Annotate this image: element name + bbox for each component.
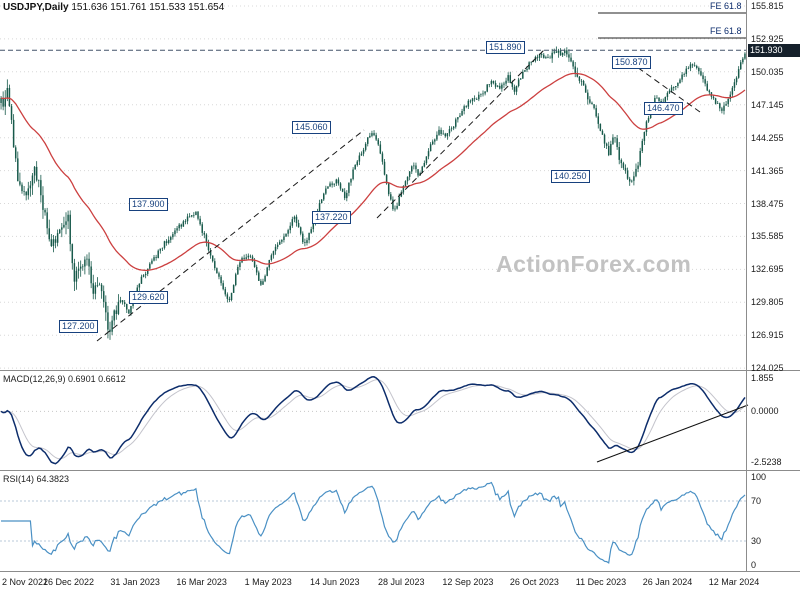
date-label: 28 Jul 2023 [378,577,425,587]
date-label: 31 Jan 2023 [110,577,160,587]
swing-price-label: 127.200 [59,320,98,333]
chart-header: USDJPY,Daily 151.636 151.761 151.533 151… [3,2,224,13]
rsi-axis-tick: 0 [751,560,757,570]
date-label: 16 Mar 2023 [176,577,227,587]
date-label: 26 Oct 2023 [509,577,559,587]
price-axis-tick: 150.035 [751,66,784,77]
macd-axis-tick: 0.0000 [751,406,779,417]
date-label: 1 May 2023 [244,577,292,587]
price-axis-tick: 132.695 [751,264,784,275]
price-axis-tick: 144.255 [751,132,784,143]
rsi-value: 64.3823 [36,474,70,484]
rsi-header: RSI(14) 64.3823 [3,474,69,484]
ohlc-values: 151.636 151.761 151.533 151.654 [71,2,225,13]
swing-price-label: 137.900 [129,198,168,211]
date-label: 11 Dec 2023 [575,577,627,587]
price-axis-tick: 155.815 [751,0,784,11]
swing-price-label: 140.250 [551,170,590,183]
swing-price-label: 150.870 [612,56,651,69]
price-axis-tick: 147.145 [751,99,784,110]
swing-price-label: 151.890 [486,41,525,54]
macd-axis-tick: -2.5238 [751,457,782,468]
date-label: 12 Sep 2023 [442,577,494,587]
symbol-title: USDJPY,Daily [3,2,69,13]
macd-label: MACD(12,26,9) [3,374,66,384]
price-axis-tick: 129.805 [751,297,784,308]
price-axis-tick: 126.915 [751,330,784,341]
date-label: 2 Nov 2022 [2,577,49,587]
rsi-label: RSI(14) [3,474,35,484]
date-label: 12 Mar 2024 [708,577,760,587]
price-axis-tick: 135.585 [751,231,784,242]
watermark: ActionForex.com [496,251,692,277]
macd-value-signal: 0.6612 [98,374,126,384]
rsi-axis-tick: 30 [751,536,762,546]
current-price-label: 151.930 [748,43,800,57]
date-label: 16 Dec 2022 [43,577,95,587]
price-axis-tick: 124.025 [751,363,784,374]
swing-price-label: 129.620 [129,291,168,304]
price-axis-tick: 138.475 [751,198,784,209]
rsi-axis-tick: 100 [751,472,767,482]
macd-header: MACD(12,26,9) 0.6901 0.6612 [3,374,126,384]
date-label: 26 Jan 2024 [642,577,693,587]
swing-price-label: 145.060 [292,121,331,134]
price-axis-tick: 152.925 [751,33,784,44]
swing-price-label: 146.470 [644,102,683,115]
fibonacci-expansion-label: FE 61.8 [710,26,742,36]
fibonacci-expansion-label: FE 61.8 [710,1,742,11]
rsi-axis-tick: 70 [751,496,762,506]
macd-axis-tick: 1.855 [751,373,774,383]
date-label: 14 Jun 2023 [309,577,360,587]
swing-price-label: 137.220 [312,211,351,224]
price-axis-tick: 141.365 [751,165,784,176]
macd-value-main: 0.6901 [68,374,96,384]
